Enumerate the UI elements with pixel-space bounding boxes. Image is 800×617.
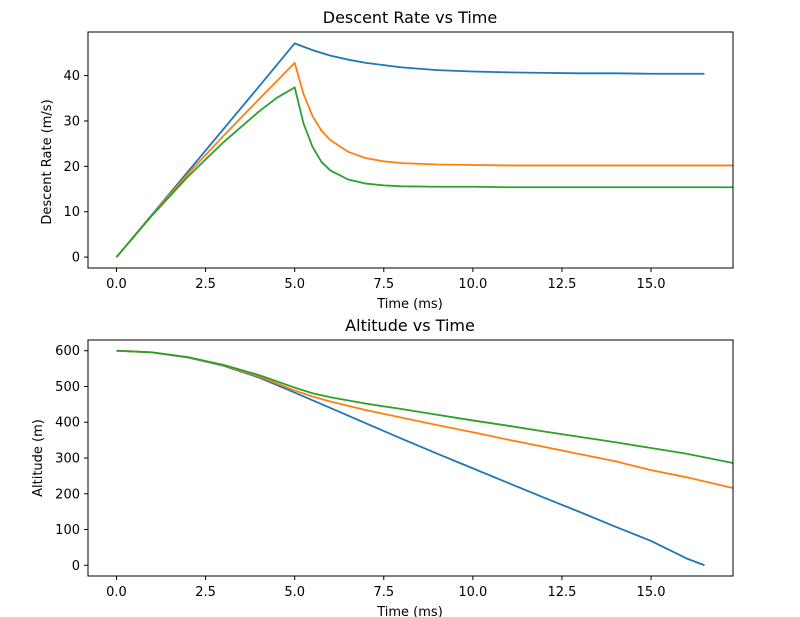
chart-title: Descent Rate vs Time	[323, 8, 497, 27]
series-line-3	[116, 349, 733, 464]
plot-area	[87, 31, 734, 269]
series-layer	[115, 42, 733, 258]
y-tick-label: 300	[55, 452, 80, 467]
y-tick-label: 40	[63, 69, 80, 84]
x-tick-label: 7.5	[373, 277, 394, 292]
chart-title: Altitude vs Time	[345, 316, 475, 335]
y-tick-label: 0	[72, 251, 80, 266]
x-tick-label: 12.5	[547, 277, 576, 292]
x-axis-ticks: 0.0 2.5 5.0 7.5 10.0 12.5 15.0	[106, 268, 666, 292]
x-tick-label: 5.0	[284, 585, 305, 600]
x-axis-ticks: 0.0 2.5 5.0 7.5 10.0 12.5 15.0	[106, 576, 666, 600]
y-axis-ticks: 0 100 200 300 400 500 600	[55, 344, 88, 574]
axes-frame	[87, 31, 734, 269]
x-axis-label: Time (ms)	[376, 605, 443, 617]
y-tick-label: 30	[63, 114, 80, 129]
y-tick-label: 200	[55, 487, 80, 502]
series-line-1	[115, 42, 705, 258]
y-tick-label: 400	[55, 416, 80, 431]
y-tick-label: 600	[55, 344, 80, 359]
descent-rate-chart: Descent Rate vs Time 0.0 2.5 5.0 7.5 10.0 12.…	[40, 8, 734, 312]
y-tick-label: 100	[55, 523, 80, 538]
series-line-3	[115, 86, 733, 258]
x-tick-label: 7.5	[373, 585, 394, 600]
x-tick-label: 2.5	[195, 277, 216, 292]
x-tick-label: 10.0	[458, 277, 487, 292]
x-tick-label: 5.0	[284, 277, 305, 292]
series-layer	[116, 349, 733, 567]
x-axis-label: Time (ms)	[376, 297, 443, 312]
y-tick-label: 0	[72, 559, 80, 574]
y-axis-label: Descent Rate (m/s)	[40, 99, 55, 224]
x-tick-label: 12.5	[547, 585, 576, 600]
y-axis-ticks: 0 10 20 30 40	[63, 69, 88, 266]
x-tick-label: 2.5	[195, 585, 216, 600]
y-tick-label: 10	[63, 205, 80, 220]
x-tick-label: 15.0	[637, 277, 666, 292]
y-tick-label: 20	[63, 160, 80, 175]
altitude-chart: Altitude vs Time 0.0 2.5 5.0 7.5 10.0 12.5 15.…	[31, 316, 734, 617]
x-tick-label: 10.0	[458, 585, 487, 600]
x-tick-label: 0.0	[106, 277, 127, 292]
y-tick-label: 500	[55, 380, 80, 395]
y-axis-label: Altitude (m)	[31, 419, 46, 497]
x-tick-label: 15.0	[637, 585, 666, 600]
series-line-2	[115, 61, 733, 258]
x-tick-label: 0.0	[106, 585, 127, 600]
